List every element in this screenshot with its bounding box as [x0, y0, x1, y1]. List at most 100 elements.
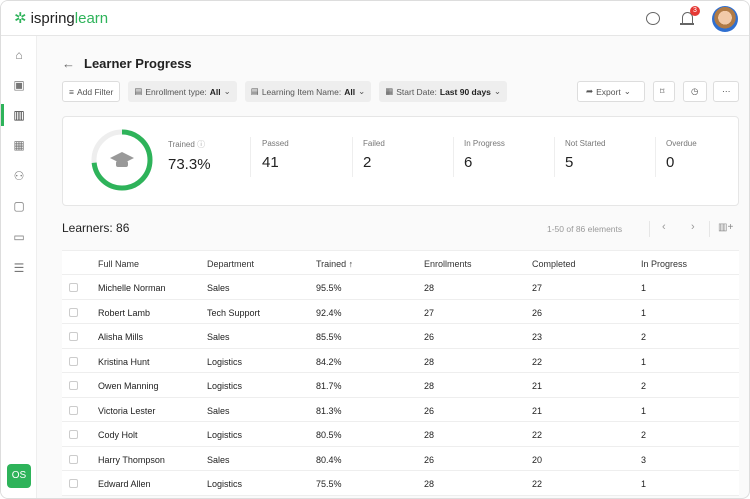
book-icon[interactable]: ▣ [13, 78, 25, 92]
table-cell: 28 [424, 381, 435, 391]
chevron-down-icon: ⌄ [358, 86, 366, 96]
learning-item-filter[interactable]: ▤ Learning Item Name: All ⌄ [244, 81, 372, 102]
stat-label: Trained [168, 140, 195, 149]
next-page-icon[interactable]: › [691, 221, 695, 233]
table-cell: 80.4% [316, 454, 342, 465]
chevron-down-icon: ⌄ [623, 86, 631, 96]
table-row[interactable]: Cody Holt Logistics 80.5% 28 22 2 [62, 422, 739, 447]
table-cell: 2 [641, 381, 647, 391]
feedback-icon[interactable]: ▭ [13, 230, 25, 244]
list-icon: ▤ [134, 86, 143, 96]
columns-settings-icon[interactable]: ▥+ [718, 222, 734, 233]
divider [655, 137, 656, 177]
table-row[interactable]: Edward Allen Logistics 75.5% 28 22 1 [62, 471, 739, 496]
stat-value: 5 [565, 154, 574, 171]
stat-label: Overdue [666, 139, 697, 148]
calendar-day-icon[interactable]: ▢ [13, 199, 25, 213]
add-filter-button[interactable]: ≡ Add Filter [62, 81, 121, 102]
stat-value: 73.3% [168, 156, 211, 173]
table-cell: 27 [424, 307, 435, 318]
settings-sliders-icon[interactable]: ☰ [13, 261, 25, 275]
table-cell: 28 [424, 479, 435, 489]
home-icon[interactable]: ⌂ [15, 48, 23, 62]
learners-count: Learners: 86 [62, 221, 130, 235]
row-checkbox[interactable] [69, 454, 78, 464]
table-cell: 26 [424, 405, 435, 416]
filter-value: Last 90 days [439, 86, 491, 97]
column-header[interactable]: Trained ↑ [316, 259, 354, 269]
table-row[interactable]: Victoria Lester Sales 81.3% 26 21 1 [62, 398, 739, 422]
table-row[interactable]: Harry Thompson Sales 80.4% 26 20 3 [62, 447, 739, 471]
table-cell: 28 [424, 430, 435, 440]
column-header[interactable]: Enrollments [424, 259, 472, 269]
prev-page-icon[interactable]: ‹ [662, 221, 666, 233]
divider [250, 137, 251, 177]
list-icon: ▤ [250, 86, 259, 96]
table-cell: 26 [424, 454, 435, 465]
top-bar: ✲ ispringlearn 3 [1, 1, 749, 36]
logo[interactable]: ✲ ispringlearn [14, 9, 109, 28]
organization-avatar[interactable]: OS [7, 464, 31, 488]
history-button[interactable]: ◷ [683, 81, 707, 102]
divider [709, 221, 710, 237]
logo-text-accent: learn [74, 9, 109, 27]
divider [352, 137, 353, 177]
table-cell: 1 [641, 307, 647, 318]
column-header[interactable]: In Progress [641, 259, 688, 269]
clock-icon: ◷ [691, 86, 699, 96]
start-date-filter[interactable]: ▦ Start Date: Last 90 days ⌄ [379, 81, 508, 102]
notification-badge: 3 [690, 6, 700, 16]
divider [554, 137, 555, 177]
column-header[interactable]: Completed [532, 259, 576, 269]
row-checkbox[interactable] [69, 283, 78, 292]
info-icon[interactable]: ⓘ [197, 140, 206, 149]
table-row[interactable]: Michelle Norman Sales 95.5% 28 27 1 [62, 275, 739, 300]
column-header[interactable]: Full Name [98, 259, 140, 269]
export-button[interactable]: ➦ Export ⌄ [577, 81, 645, 102]
table-cell: 3 [641, 454, 647, 465]
row-checkbox[interactable] [69, 479, 78, 488]
table-cell: 1 [641, 356, 647, 367]
row-checkbox[interactable] [69, 332, 78, 341]
table-row[interactable]: Kristina Hunt Logistics 84.2% 28 22 1 [62, 349, 739, 373]
calendar-icon[interactable]: ▦ [13, 138, 25, 152]
table-cell: 22 [532, 356, 543, 367]
more-button[interactable]: ⋯ [713, 81, 739, 102]
export-label: Export [596, 86, 621, 97]
table-cell: 1 [641, 283, 647, 293]
progress-arc [91, 129, 153, 191]
table-cell: 81.3% [316, 405, 342, 416]
table-row[interactable]: Alisha Mills Sales 85.5% 26 23 2 [62, 324, 739, 349]
table-cell: 28 [424, 283, 435, 293]
table-row[interactable]: Robert Lamb Tech Support 92.4% 27 26 1 [62, 300, 739, 324]
table-cell: 2 [641, 332, 647, 342]
column-header[interactable]: Department [207, 259, 255, 269]
row-checkbox[interactable] [69, 381, 78, 390]
table-cell: 85.5% [316, 332, 342, 342]
table-cell: 1 [641, 479, 647, 489]
row-checkbox[interactable] [69, 405, 78, 415]
row-checkbox[interactable] [69, 307, 78, 317]
row-checkbox[interactable] [69, 356, 78, 366]
table-cell: 26 [424, 332, 435, 342]
add-filter-label: Add Filter [76, 86, 114, 97]
bookmark-button[interactable]: ⌑ [653, 81, 675, 102]
reports-chart-icon[interactable]: ▥ [13, 108, 25, 122]
divider [649, 221, 650, 237]
enrollment-type-filter[interactable]: ▤ Enrollment type: All ⌄ [128, 81, 237, 102]
table-cell: Kristina Hunt [98, 356, 150, 367]
table-row[interactable]: Owen Manning Logistics 81.7% 28 21 2 [62, 373, 739, 398]
avatar[interactable] [712, 6, 738, 32]
stat-value: 2 [363, 154, 372, 171]
share-icon: ➦ [586, 86, 594, 96]
chat-icon[interactable] [646, 12, 660, 25]
back-arrow-icon[interactable]: ← [62, 56, 75, 71]
sidebar: ⌂ ▣ ▥ ▦ ⚇ ▢ ▭ ☰ OS [1, 36, 37, 498]
stat-trained: Trained ⓘ 73.3% [168, 139, 211, 173]
table-cell: 28 [424, 356, 435, 367]
row-checkbox[interactable] [69, 430, 78, 439]
bell-icon[interactable] [680, 12, 694, 25]
users-icon[interactable]: ⚇ [13, 169, 25, 183]
table-cell: Cody Holt [98, 430, 138, 440]
